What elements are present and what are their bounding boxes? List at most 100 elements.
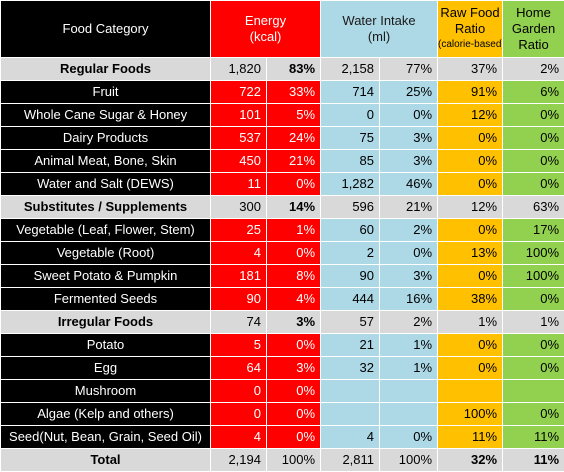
- water-percent-cell: 0%: [379, 425, 439, 449]
- water-percent-cell: 1%: [379, 356, 439, 380]
- group-row: Irregular Foods 74 3% 57 2% 1% 1%: [0, 310, 564, 334]
- table-row: Fruit 722 33% 714 25% 91% 6%: [0, 80, 564, 104]
- water-percent-cell: 16%: [379, 287, 439, 311]
- water-percent-cell: 0%: [379, 241, 439, 265]
- raw-ratio-cell: 0%: [437, 126, 504, 150]
- food-name-cell: Sweet Potato & Pumpkin: [0, 264, 211, 288]
- energy-percent-cell: 21%: [265, 149, 322, 173]
- energy-percent-cell: 8%: [265, 264, 322, 288]
- energy-percent-cell: 24%: [265, 126, 322, 150]
- energy-percent-cell: 100%: [265, 448, 322, 472]
- water-value-cell: 32: [320, 356, 381, 380]
- header-raw-food-ratio: Raw Food Ratio (calorie-based): [437, 0, 504, 58]
- home-ratio-cell: [502, 379, 564, 403]
- water-value-cell: [320, 379, 381, 403]
- food-name-cell: Regular Foods: [0, 57, 211, 81]
- table-row: Animal Meat, Bone, Skin 450 21% 85 3% 0% 0%: [0, 149, 564, 173]
- raw-ratio-cell: 1%: [437, 310, 504, 334]
- energy-value-cell: 300: [210, 195, 267, 219]
- food-name-cell: Algae (Kelp and others): [0, 402, 211, 426]
- energy-value-cell: 11: [210, 172, 267, 196]
- water-value-cell: 2,158: [320, 57, 381, 81]
- header-energy-label: Energy: [244, 13, 287, 28]
- water-percent-cell: 77%: [379, 57, 439, 81]
- home-ratio-cell: 100%: [502, 241, 564, 265]
- water-percent-cell: 3%: [379, 264, 439, 288]
- header-energy: Energy (kcal): [209, 0, 322, 58]
- energy-value-cell: 0: [210, 379, 267, 403]
- water-value-cell: 444: [320, 287, 381, 311]
- header-row: Food Category Energy (kcal) Water Intake…: [0, 0, 564, 58]
- water-value-cell: 85: [320, 149, 381, 173]
- energy-percent-cell: 3%: [265, 356, 322, 380]
- total-row: Total 2,194 100% 2,811 100% 32% 11%: [0, 448, 564, 472]
- water-value-cell: 60: [320, 218, 381, 242]
- water-percent-cell: 3%: [379, 149, 439, 173]
- header-raw-label-2: Ratio: [454, 21, 486, 36]
- water-value-cell: 596: [320, 195, 381, 219]
- food-name-cell: Mushroom: [0, 379, 211, 403]
- header-home-label-3: Ratio: [518, 37, 549, 52]
- energy-percent-cell: 0%: [265, 333, 322, 357]
- raw-ratio-cell: 0%: [437, 172, 504, 196]
- raw-ratio-cell: 0%: [437, 149, 504, 173]
- group-row: Regular Foods 1,820 83% 2,158 77% 37% 2%: [0, 57, 564, 81]
- food-name-cell: Vegetable (Root): [0, 241, 211, 265]
- food-name-cell: Total: [0, 448, 211, 472]
- water-percent-cell: 25%: [379, 80, 439, 104]
- raw-ratio-cell: 13%: [437, 241, 504, 265]
- water-value-cell: 0: [320, 103, 381, 127]
- water-value-cell: 75: [320, 126, 381, 150]
- energy-value-cell: 2,194: [210, 448, 267, 472]
- home-ratio-cell: 2%: [502, 57, 564, 81]
- home-ratio-cell: 100%: [502, 264, 564, 288]
- water-value-cell: 4: [320, 425, 381, 449]
- water-value-cell: 714: [320, 80, 381, 104]
- energy-percent-cell: 0%: [265, 172, 322, 196]
- table-row: Whole Cane Sugar & Honey 101 5% 0 0% 12% 0%: [0, 103, 564, 127]
- water-value-cell: 1,282: [320, 172, 381, 196]
- energy-percent-cell: 0%: [265, 241, 322, 265]
- food-name-cell: Irregular Foods: [0, 310, 211, 334]
- home-ratio-cell: 0%: [502, 126, 564, 150]
- raw-ratio-cell: 0%: [437, 333, 504, 357]
- header-home-label-1: Home: [516, 5, 551, 20]
- header-energy-unit: (kcal): [249, 29, 282, 44]
- water-percent-cell: 2%: [379, 310, 439, 334]
- water-percent-cell: 46%: [379, 172, 439, 196]
- food-name-cell: Fruit: [0, 80, 211, 104]
- raw-ratio-cell: 12%: [437, 195, 504, 219]
- energy-percent-cell: 5%: [265, 103, 322, 127]
- water-percent-cell: [379, 402, 439, 426]
- water-percent-cell: 100%: [379, 448, 439, 472]
- food-name-cell: Potato: [0, 333, 211, 357]
- header-water-unit: (ml): [367, 29, 391, 44]
- water-percent-cell: 21%: [379, 195, 439, 219]
- energy-value-cell: 101: [210, 103, 267, 127]
- water-percent-cell: 1%: [379, 333, 439, 357]
- water-value-cell: 2: [320, 241, 381, 265]
- home-ratio-cell: 17%: [502, 218, 564, 242]
- table-row: Water and Salt (DEWS) 11 0% 1,282 46% 0% 0%: [0, 172, 564, 196]
- energy-value-cell: 90: [210, 287, 267, 311]
- energy-percent-cell: 83%: [265, 57, 322, 81]
- energy-percent-cell: 0%: [265, 402, 322, 426]
- energy-percent-cell: 4%: [265, 287, 322, 311]
- table-body: Regular Foods 1,820 83% 2,158 77% 37% 2% Fruit 7…: [0, 57, 564, 472]
- home-ratio-cell: 0%: [502, 172, 564, 196]
- raw-ratio-cell: 32%: [437, 448, 504, 472]
- header-home-label-2: Garden: [511, 21, 556, 36]
- energy-value-cell: 0: [210, 402, 267, 426]
- table-row: Algae (Kelp and others) 0 0% 100% 0%: [0, 402, 564, 426]
- energy-value-cell: 25: [210, 218, 267, 242]
- water-percent-cell: [379, 379, 439, 403]
- home-ratio-cell: 0%: [502, 402, 564, 426]
- energy-value-cell: 181: [210, 264, 267, 288]
- energy-value-cell: 4: [210, 241, 267, 265]
- food-name-cell: Fermented Seeds: [0, 287, 211, 311]
- home-ratio-cell: 0%: [502, 149, 564, 173]
- raw-ratio-cell: [437, 379, 504, 403]
- home-ratio-cell: 1%: [502, 310, 564, 334]
- home-ratio-cell: 0%: [502, 333, 564, 357]
